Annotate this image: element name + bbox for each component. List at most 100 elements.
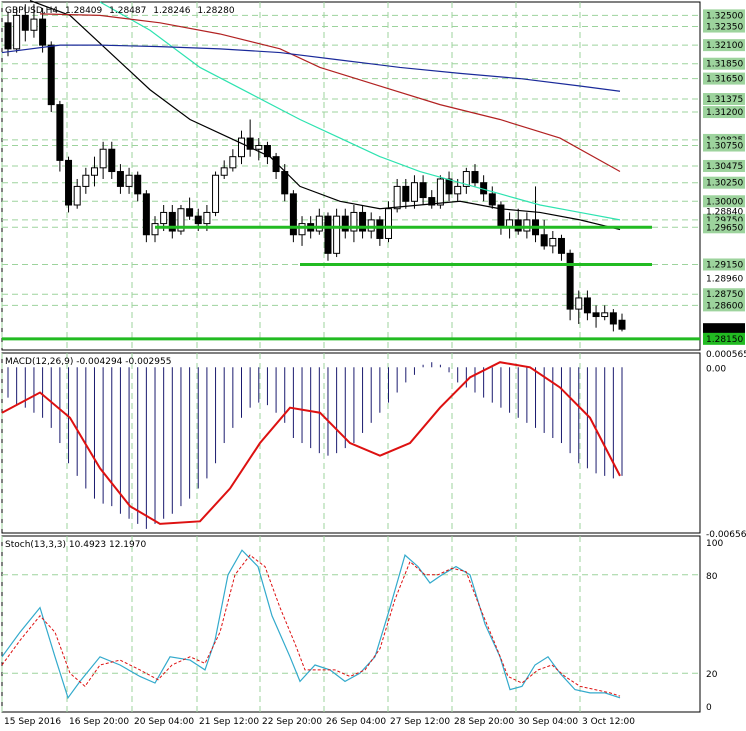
candle-down xyxy=(419,182,427,199)
candle-down xyxy=(246,137,254,150)
price-level-label: 1.31850 xyxy=(706,60,743,70)
price-level-label: 1.31200 xyxy=(706,108,743,118)
candle-up xyxy=(350,211,358,232)
candle-up xyxy=(601,312,609,318)
price-level-box xyxy=(703,39,745,52)
candle-up xyxy=(151,223,159,236)
candle-up xyxy=(454,185,462,195)
stoch-axis-label: 20 xyxy=(706,670,718,680)
candle-down xyxy=(4,22,12,50)
stoch-axis-label: 80 xyxy=(706,572,718,582)
time-axis-label: 3 Oct 12:00 xyxy=(582,717,635,727)
candle-down xyxy=(428,197,436,206)
price-level-label: 1.29750 xyxy=(706,216,743,226)
candle-up xyxy=(229,156,237,169)
macd-axis-label: 0.000565 xyxy=(706,350,746,360)
time-axis-label: 28 Sep 20:00 xyxy=(454,717,514,727)
candle-up xyxy=(237,137,245,158)
candle-up xyxy=(315,215,323,232)
time-axis-label: 21 Sep 12:00 xyxy=(199,717,259,727)
candle-down xyxy=(263,145,271,158)
price-level-label: 1.30250 xyxy=(706,179,743,189)
candle-up xyxy=(367,219,375,232)
macd-axis-label: 0.00 xyxy=(706,364,726,374)
time-axis-label: 30 Sep 04:00 xyxy=(518,717,578,727)
price-level-box xyxy=(703,159,745,172)
price-level-label: 1.30475 xyxy=(706,162,743,172)
candle-down xyxy=(488,193,496,206)
candle-up xyxy=(13,14,21,50)
price-level-box xyxy=(703,299,745,312)
support-price-label: 1.28150 xyxy=(706,335,743,345)
candle-up xyxy=(385,208,393,239)
time-axis-label: 20 Sep 04:00 xyxy=(134,717,194,727)
candle-down xyxy=(514,219,522,232)
time-axis-label: 15 Sep 2016 xyxy=(4,717,61,727)
candle-down xyxy=(445,178,453,195)
price-level-box xyxy=(703,258,745,271)
price-level-label: 1.28600 xyxy=(706,301,743,311)
candle-down xyxy=(56,104,64,161)
price-level-box xyxy=(703,288,745,301)
candle-down xyxy=(142,193,150,236)
macd-label: MACD(12,26,9) -0.004294 -0.002955 xyxy=(5,357,171,367)
candle-down xyxy=(566,252,574,310)
candle-down xyxy=(592,312,600,318)
ma-blue-line xyxy=(1,44,621,92)
support-price-box xyxy=(703,332,745,345)
price-level-box xyxy=(703,9,745,22)
candle-down xyxy=(108,148,116,173)
price-level-box xyxy=(703,20,745,33)
candle-down xyxy=(186,208,194,217)
symbol-info: GBPUSD,H4 1.28409 1.28487 1.28246 1.2828… xyxy=(5,6,235,16)
current-price-box xyxy=(703,323,745,336)
time-axis-label: 16 Sep 20:00 xyxy=(69,717,129,727)
candle-down xyxy=(609,312,617,325)
price-level-label: 1.30000 xyxy=(706,197,743,207)
candle-down xyxy=(540,234,548,247)
price-level-label: 1.29650 xyxy=(706,223,743,233)
ma-red-line xyxy=(39,13,621,173)
candle-up xyxy=(549,237,557,247)
candle-up xyxy=(298,223,306,236)
price-level-label: 1.28750 xyxy=(706,290,743,300)
candle-up xyxy=(99,148,107,169)
candle-up xyxy=(73,185,81,206)
candle-up xyxy=(462,171,470,187)
candle-down xyxy=(194,215,202,225)
price-level-box xyxy=(703,221,745,234)
candle-down xyxy=(39,18,47,46)
candle-up xyxy=(575,297,583,310)
candle-down xyxy=(618,319,626,330)
ma-black-line xyxy=(29,0,621,231)
stoch-main-line xyxy=(1,549,621,700)
candle-up xyxy=(255,145,263,150)
candle-down xyxy=(471,171,479,184)
macd-signal-line xyxy=(1,361,621,525)
candle-down xyxy=(168,211,176,232)
candle-down xyxy=(272,156,280,173)
candle-up xyxy=(90,167,98,176)
candle-down xyxy=(116,171,124,187)
candle-down xyxy=(289,193,297,236)
price-level-box xyxy=(703,106,745,119)
macd-axis-label: -0.006562 xyxy=(706,530,746,540)
stoch-axis-label: 100 xyxy=(706,539,723,549)
price-level-label: 1.31650 xyxy=(706,75,743,85)
price-level-label: 1.32350 xyxy=(706,23,743,33)
candle-up xyxy=(82,174,90,187)
price-tick-label: 1.28960 xyxy=(706,275,743,285)
price-level-box xyxy=(703,195,745,208)
stoch-axis-label: 0 xyxy=(706,703,712,713)
candle-down xyxy=(134,174,142,195)
candle-up xyxy=(410,182,418,202)
candle-up xyxy=(30,18,38,31)
candle-up xyxy=(220,167,228,176)
candle-down xyxy=(583,297,591,314)
candle-down xyxy=(324,215,332,254)
time-axis-label: 26 Sep 04:00 xyxy=(326,717,386,727)
price-level-box xyxy=(703,57,745,70)
price-level-label: 1.29150 xyxy=(706,260,743,270)
